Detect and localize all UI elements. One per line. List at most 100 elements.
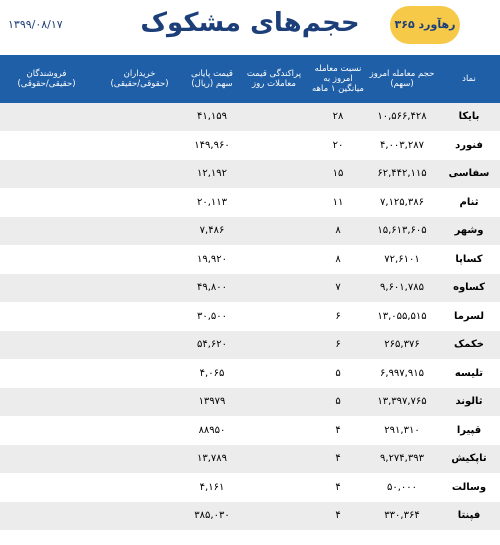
cell-text: ۱۳,۷۸۹ (196, 453, 228, 465)
cell-text: ۵ (335, 367, 341, 379)
cell-text: ۹,۲۷۴,۳۹۳ (380, 453, 424, 465)
cell-text: ۴ (335, 424, 341, 436)
cell: ۸ (310, 245, 366, 274)
column-note: (حقوقی/حقیقی) (110, 79, 169, 89)
cell: تلیسه (438, 359, 500, 388)
cell (0, 188, 93, 217)
cell (238, 302, 310, 331)
cell: ۲۶۵,۳۷۶ (366, 330, 438, 360)
title: حجم‌های مشکوک (140, 8, 360, 38)
cell: ۷,۱۲۵,۳۸۶ (366, 188, 438, 217)
cell (93, 501, 186, 531)
date: ۱۳۹۹/۰۸/۱۷ (8, 18, 63, 31)
cell-text: ۱۰,۵۶۶,۴۲۸ (377, 111, 427, 123)
cell (0, 245, 93, 274)
cell-text: ۷,۱۲۵,۳۸۶ (380, 196, 424, 208)
row: سفاسی ۶۲,۴۴۲,۱۱۵ ۱۵ ۱۲,۱۹۲ (0, 159, 500, 189)
cell: ۳۳۰,۳۶۴ (366, 501, 438, 531)
cell: ۴,۱۶۱ (186, 473, 238, 502)
cell-text: ۲۰ (332, 139, 344, 151)
cell-text: ۱۳۹۷۹ (198, 396, 226, 408)
cell (238, 473, 310, 502)
cell: سفاسی (438, 159, 500, 189)
cell: ۶۲,۴۴۲,۱۱۵ (366, 159, 438, 189)
cell-text: ۷ (335, 282, 341, 294)
cell-text: تاپکیش (451, 453, 487, 465)
row: وشهر ۱۵,۶۱۳,۶۰۵ ۸ ۷,۴۸۶ (0, 216, 500, 246)
row: بایکا ۱۰,۵۶۶,۴۲۸ ۲۸ ۴۱,۱۵۹ (0, 103, 500, 132)
cell (0, 444, 93, 474)
cell: ۵ (310, 387, 366, 417)
row: قپیرا ۲۹۱,۳۱۰ ۴ ۸۸۹۵۰ (0, 416, 500, 445)
cell (0, 416, 93, 445)
row: لسرما ۱۳,۰۵۵,۵۱۵ ۶ ۳۰,۵۰۰ (0, 302, 500, 331)
cell-text: وشهر (454, 225, 484, 237)
cell (93, 188, 186, 217)
cell (0, 302, 93, 331)
cell-text: قپیرا (456, 424, 482, 436)
cell-text: ۳۰,۵۰۰ (196, 310, 228, 322)
cell-text: ۷,۴۸۶ (199, 225, 225, 237)
cell-text: ثنام (459, 196, 479, 208)
cell (0, 330, 93, 360)
cell (0, 359, 93, 388)
cell (0, 473, 93, 502)
row: کساوه ۹,۶۰۱,۷۸۵ ۷ ۴۹,۸۰۰ (0, 273, 500, 303)
cell: ۹,۲۷۴,۳۹۳ (366, 444, 438, 474)
cell-text: ۸۸۹۵۰ (198, 424, 226, 436)
cell-text: ۱۳,۳۹۷,۷۶۵ (377, 396, 427, 408)
cell: ۱۳,۷۸۹ (186, 444, 238, 474)
cell-text: ۱۹,۹۲۰ (196, 253, 228, 265)
cell (93, 103, 186, 132)
cell-text: ۲۸ (332, 111, 344, 123)
cell-text: ۶,۹۹۷,۹۱۵ (380, 367, 424, 379)
cell: ۴۹,۸۰۰ (186, 273, 238, 303)
table-body: بایکا ۱۰,۵۶۶,۴۲۸ ۲۸ ۴۱,۱۵۹ فنورد ۴,۰۰۳,۲۸۷ ۲۰ ۱… (0, 103, 500, 531)
header: رهآورد ۳۶۵ حجم‌های مشکوک ۱۳۹۹/۰۸/۱۷ (0, 0, 500, 55)
logo: رهآورد ۳۶۵ (390, 6, 460, 44)
cell (238, 359, 310, 388)
column-header: فروشندگان (حقیقی/حقوقی) (0, 55, 93, 103)
cell: تاپکیش (438, 444, 500, 474)
column-header: قیمت پایانی سهم (ریال) (186, 55, 238, 103)
cell: ۲۹۱,۳۱۰ (366, 416, 438, 445)
cell-text: ۶۲,۴۴۲,۱۱۵ (377, 168, 427, 180)
row: فپنتا ۳۳۰,۳۶۴ ۴ ۳۸۵,۰۳۰ (0, 501, 500, 531)
cell (0, 216, 93, 246)
cell-text: ۴۹,۸۰۰ (196, 282, 228, 294)
row: فنورد ۴,۰۰۳,۲۸۷ ۲۰ ۱۴۹,۹۶۰ (0, 131, 500, 160)
cell: ۷ (310, 273, 366, 303)
cell-text: تلیسه (454, 367, 484, 379)
column-title: حجم معامله امروز (سهم) (369, 69, 435, 89)
cell (0, 273, 93, 303)
column-title: خریداران (123, 69, 156, 79)
cell (93, 444, 186, 474)
cell: قپیرا (438, 416, 500, 445)
cell (238, 131, 310, 160)
cell: ۸۸۹۵۰ (186, 416, 238, 445)
column-note: (حقیقی/حقوقی) (17, 79, 76, 89)
cell: ۱۳,۰۵۵,۵۱۵ (366, 302, 438, 331)
cell (238, 387, 310, 417)
cell (0, 131, 93, 160)
cell-text: ۶ (335, 339, 341, 351)
row: کساپا ۷۲,۶۱۰۱ ۸ ۱۹,۹۲۰ (0, 245, 500, 274)
column-title: قیمت پایانی سهم (ریال) (191, 69, 233, 89)
cell (238, 216, 310, 246)
cell: ۷۲,۶۱۰۱ (366, 245, 438, 274)
table: نماد حجم معامله امروز (سهم) نسبت معامله ام… (0, 55, 500, 531)
row: تلیسه ۶,۹۹۷,۹۱۵ ۵ ۴,۰۶۵ (0, 359, 500, 388)
cell: ۵ (310, 359, 366, 388)
cell: ۷,۴۸۶ (186, 216, 238, 246)
cell-text: ۶ (335, 310, 341, 322)
cell (238, 501, 310, 531)
cell: ۱۵ (310, 159, 366, 189)
cell (238, 103, 310, 132)
cell (93, 473, 186, 502)
cell (93, 302, 186, 331)
cell (0, 103, 93, 132)
cell: ۱۲,۱۹۲ (186, 159, 238, 189)
cell: کساوه (438, 273, 500, 303)
cell-text: ۱۵,۶۱۳,۶۰۵ (377, 225, 427, 237)
